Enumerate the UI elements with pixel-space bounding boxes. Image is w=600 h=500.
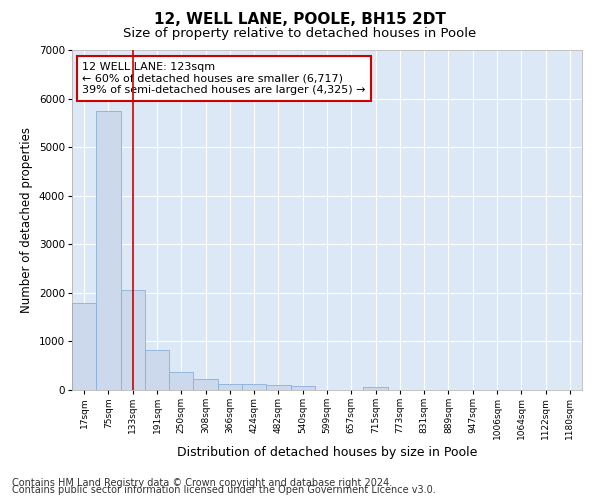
Bar <box>96 110 121 390</box>
Bar <box>242 384 266 390</box>
Bar <box>121 290 145 390</box>
Text: Contains HM Land Registry data © Crown copyright and database right 2024.: Contains HM Land Registry data © Crown c… <box>12 478 392 488</box>
Bar <box>290 386 315 390</box>
Bar <box>218 384 242 390</box>
Text: 12, WELL LANE, POOLE, BH15 2DT: 12, WELL LANE, POOLE, BH15 2DT <box>154 12 446 28</box>
Bar <box>193 379 218 390</box>
X-axis label: Distribution of detached houses by size in Poole: Distribution of detached houses by size … <box>177 446 477 459</box>
Bar <box>364 387 388 390</box>
Bar <box>169 372 193 390</box>
Y-axis label: Number of detached properties: Number of detached properties <box>20 127 34 313</box>
Bar <box>72 302 96 390</box>
Bar <box>145 350 169 390</box>
Text: Size of property relative to detached houses in Poole: Size of property relative to detached ho… <box>124 28 476 40</box>
Bar <box>266 384 290 390</box>
Text: 12 WELL LANE: 123sqm
← 60% of detached houses are smaller (6,717)
39% of semi-de: 12 WELL LANE: 123sqm ← 60% of detached h… <box>82 62 366 95</box>
Text: Contains public sector information licensed under the Open Government Licence v3: Contains public sector information licen… <box>12 485 436 495</box>
